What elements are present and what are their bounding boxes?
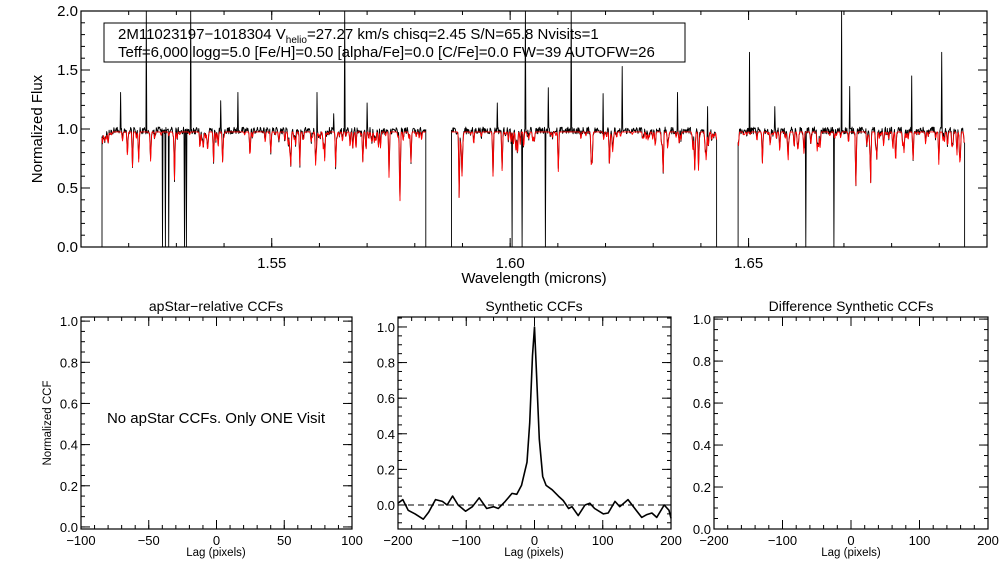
- apstar-ccf-y-tick-label: 0.0: [60, 520, 78, 535]
- spectrum-x-axis-label: Wavelength (microns): [461, 270, 606, 287]
- spectrum-x-tick-label: 1.65: [734, 255, 763, 272]
- apstar-ccf-x-tick-label: −50: [138, 533, 160, 548]
- difference-ccf-x-tick-label: 100: [909, 533, 931, 548]
- synthetic-ccf-x-tick-label: −200: [383, 533, 412, 548]
- synthetic-ccf-y-tick-label: 0.8: [377, 356, 395, 371]
- synthetic-ccf-y-tick-label: 0.4: [377, 427, 395, 442]
- difference-ccf-x-tick-label: −100: [768, 533, 797, 548]
- apstar-ccf-x-tick-label: −100: [66, 533, 95, 548]
- spectrum-y-tick-label: 1.5: [57, 62, 78, 79]
- apstar-ccf-title: apStar−relative CCFs: [149, 298, 283, 314]
- difference-ccf-y-tick-label: 0.0: [693, 522, 711, 537]
- synthetic-ccf-line: [398, 327, 671, 519]
- apstar-ccf-x-tick-label: 0: [213, 533, 220, 548]
- spectrum-y-tick-label: 0.0: [57, 239, 78, 256]
- difference-ccf-title: Difference Synthetic CCFs: [769, 298, 934, 314]
- apstar-ccf-x-tick-label: 50: [277, 533, 291, 548]
- difference-ccf-x-label: Lag (pixels): [821, 547, 881, 559]
- no-ccf-annotation: No apStar CCFs. Only ONE Visit: [107, 410, 326, 427]
- model-spectrum-line-chip-1: [102, 132, 426, 201]
- synthetic-ccf-x-label: Lag (pixels): [504, 547, 564, 559]
- apstar-ccf-x-tick-label: 100: [341, 533, 363, 548]
- synthetic-ccf-plot-frame: [398, 317, 671, 529]
- synthetic-ccf-x-tick-label: −100: [452, 533, 481, 548]
- apstar-ccf-x-label: Lag (pixels): [186, 547, 246, 559]
- synthetic-ccf-x-tick-label: 100: [592, 533, 614, 548]
- spectrum-y-tick-label: 1.0: [57, 121, 78, 138]
- spectrum-y-tick-label: 0.5: [57, 180, 78, 197]
- difference-ccf-x-tick-label: 200: [977, 533, 999, 548]
- synthetic-ccf-y-tick-label: 0.0: [377, 498, 395, 513]
- title-line2: Teff=6,000 logg=5.0 [Fe/H]=0.50 [alpha/F…: [118, 44, 655, 61]
- apstar-ccf-y-tick-label: 0.4: [60, 438, 78, 453]
- spectrum-x-tick-label: 1.55: [257, 255, 286, 272]
- spectrum-y-tick-label: 2.0: [57, 3, 78, 20]
- spectrum-x-tick-label: 1.60: [496, 255, 525, 272]
- difference-ccf-y-tick-label: 0.4: [693, 438, 711, 453]
- difference-ccf-y-tick-label: 0.6: [693, 396, 711, 411]
- apstar-ccf-y-tick-label: 0.6: [60, 396, 78, 411]
- model-spectrum-line-chip-3: [738, 132, 965, 185]
- model-spectrum-line-chip-2: [452, 132, 717, 198]
- difference-ccf-y-tick-label: 0.8: [693, 354, 711, 369]
- observed-spectrum-line-chip-3: [738, 11, 965, 247]
- difference-ccf-y-tick-label: 0.2: [693, 480, 711, 495]
- synthetic-ccf-x-tick-label: 0: [531, 533, 538, 548]
- apstar-ccf-y-label: Normalized CCF: [42, 381, 54, 466]
- difference-ccf-y-tick-label: 1.0: [693, 312, 711, 327]
- synthetic-ccf-y-tick-label: 0.6: [377, 391, 395, 406]
- synthetic-ccf-title: Synthetic CCFs: [485, 298, 582, 314]
- difference-ccf-x-tick-label: 0: [847, 533, 854, 548]
- spectrum-y-axis-label: Normalized Flux: [29, 74, 46, 183]
- title-line1-suffix: =27.27 km/s chisq=2.45 S/N=65.8 Nvisits=…: [307, 26, 599, 43]
- synthetic-ccf-y-tick-label: 0.2: [377, 462, 395, 477]
- apstar-ccf-y-tick-label: 0.8: [60, 355, 78, 370]
- title-line1-prefix: 2M11023197−1018304 V: [118, 26, 286, 43]
- difference-ccf-plot-frame: [714, 317, 988, 529]
- synthetic-ccf-x-tick-label: 200: [660, 533, 682, 548]
- synthetic-ccf-y-tick-label: 1.0: [377, 320, 395, 335]
- apstar-ccf-y-tick-label: 1.0: [60, 314, 78, 329]
- apstar-ccf-y-tick-label: 0.2: [60, 479, 78, 494]
